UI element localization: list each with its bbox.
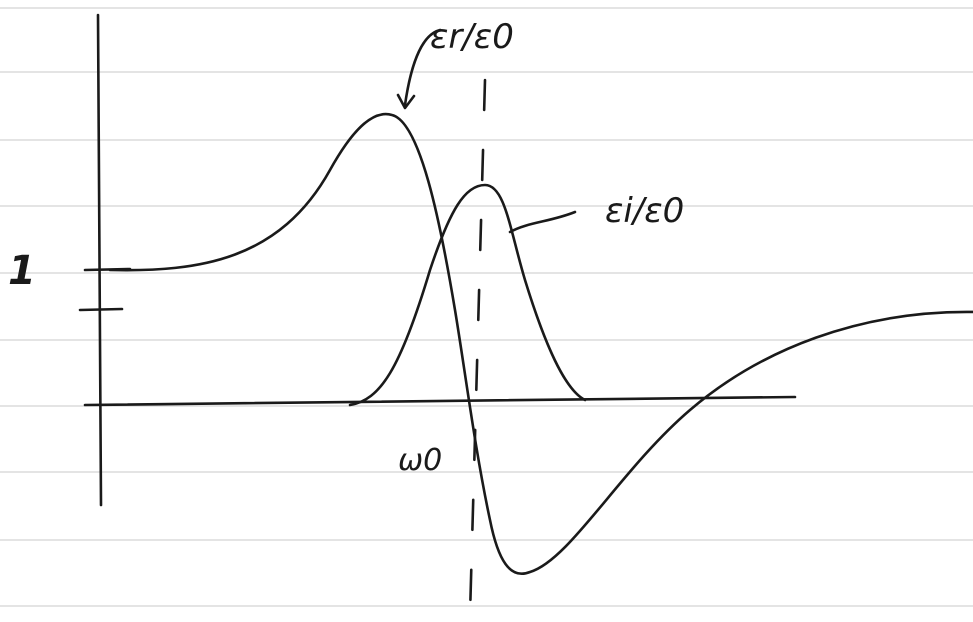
imag-curve: [348, 183, 587, 407]
horizontal-axis: [83, 395, 797, 407]
vertical-axis: [96, 13, 103, 507]
imag-label: εi/ε0: [605, 191, 684, 231]
real-arrow: [396, 28, 442, 110]
real-curve: [108, 112, 973, 575]
real-label: εr/ε0: [430, 17, 514, 57]
imag-leader: [508, 210, 577, 234]
tick: [78, 307, 124, 312]
one-label: 1: [8, 248, 36, 294]
paper-lines: [0, 7, 973, 607]
resonance-line: [468, 78, 487, 617]
omega-label: ω0: [398, 443, 442, 478]
